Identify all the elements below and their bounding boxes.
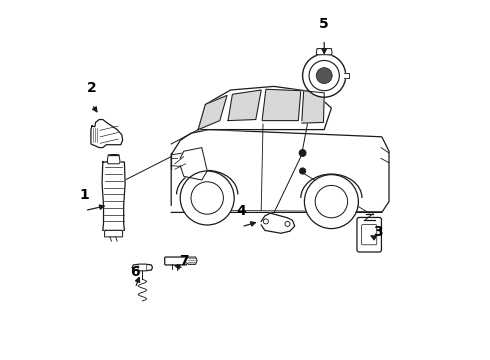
FancyBboxPatch shape <box>362 225 377 245</box>
Circle shape <box>304 175 358 229</box>
Text: 1: 1 <box>80 188 90 202</box>
FancyBboxPatch shape <box>165 257 187 265</box>
Polygon shape <box>316 49 332 55</box>
Circle shape <box>316 68 332 84</box>
Text: 2: 2 <box>87 81 97 95</box>
FancyBboxPatch shape <box>138 264 147 271</box>
Polygon shape <box>302 91 324 123</box>
FancyBboxPatch shape <box>357 217 381 252</box>
Polygon shape <box>228 90 261 121</box>
Text: 4: 4 <box>237 204 246 218</box>
Text: 6: 6 <box>130 265 140 279</box>
Circle shape <box>263 219 269 224</box>
Circle shape <box>303 54 346 97</box>
Polygon shape <box>262 89 301 121</box>
Text: 3: 3 <box>373 225 383 239</box>
Polygon shape <box>104 230 122 237</box>
Polygon shape <box>186 257 197 264</box>
Text: 5: 5 <box>319 17 329 31</box>
Circle shape <box>285 221 290 226</box>
Polygon shape <box>261 213 294 233</box>
Circle shape <box>300 168 305 174</box>
Circle shape <box>299 150 306 156</box>
Polygon shape <box>107 155 120 164</box>
Polygon shape <box>91 120 122 148</box>
Polygon shape <box>180 148 207 180</box>
Circle shape <box>180 171 234 225</box>
Polygon shape <box>132 264 152 271</box>
Polygon shape <box>171 130 389 212</box>
Polygon shape <box>344 73 349 78</box>
Polygon shape <box>102 162 125 230</box>
Text: 7: 7 <box>179 254 189 268</box>
Polygon shape <box>198 95 227 130</box>
Polygon shape <box>198 86 331 130</box>
